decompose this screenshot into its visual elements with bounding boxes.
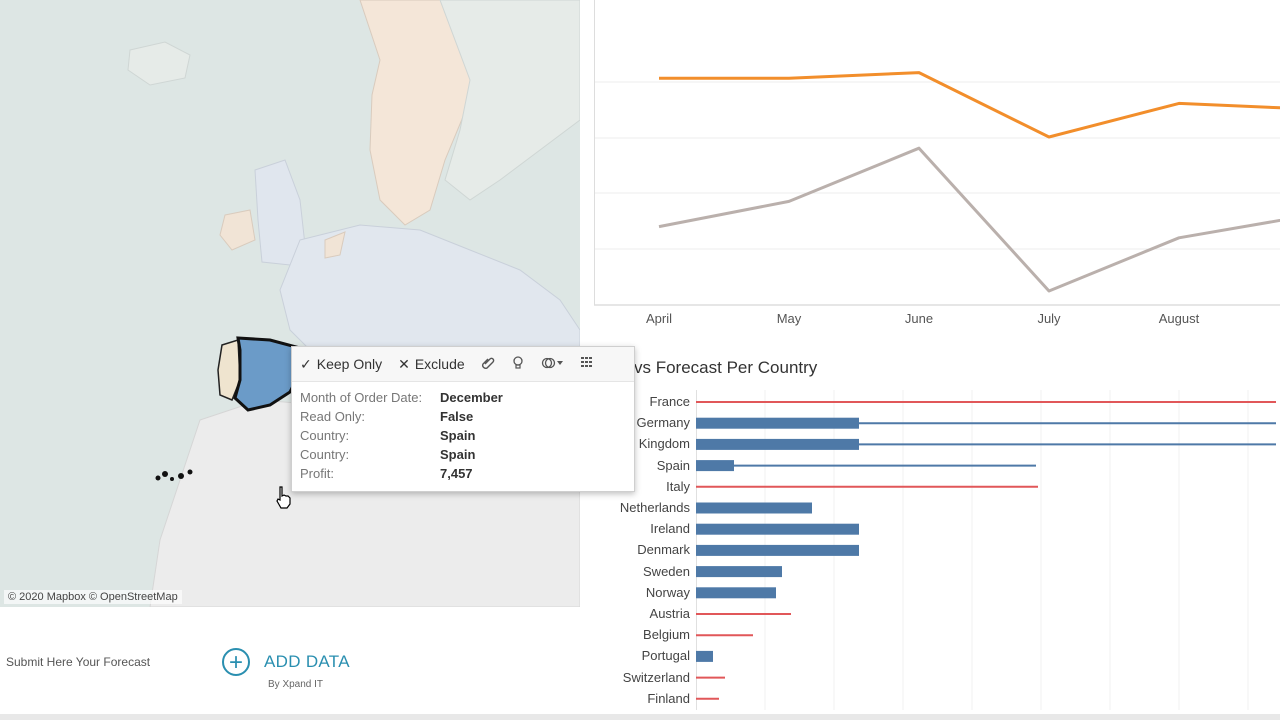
- country-label: Belgium: [643, 627, 690, 643]
- country-label: Portugal: [641, 648, 690, 664]
- country-label: Denmark: [637, 542, 690, 558]
- month-tick-label: August: [1158, 311, 1200, 326]
- lightbulb-icon[interactable]: [511, 355, 525, 373]
- exclude-button[interactable]: ✕ Exclude: [398, 356, 465, 373]
- country-label: Germany: [636, 415, 690, 431]
- tooltip: ✓ Keep Only ✕ Exclude Month of Order Dat…: [291, 346, 635, 492]
- add-data-byline: By Xpand IT: [268, 679, 324, 690]
- tooltip-key: Profit:: [300, 466, 334, 481]
- hand-cursor-icon: [275, 485, 293, 514]
- tooltip-rows: Month of Order Date: December Read Only: F…: [292, 382, 634, 483]
- group-icon[interactable]: [541, 356, 565, 373]
- grid-icon[interactable]: [580, 356, 595, 372]
- tooltip-toolbar: ✓ Keep Only ✕ Exclude: [292, 347, 634, 382]
- map-canary-islands[interactable]: [155, 469, 193, 482]
- paperclip-icon[interactable]: [481, 356, 495, 373]
- tooltip-row: Read Only: False: [300, 407, 634, 426]
- tooltip-key: Country:: [300, 428, 350, 443]
- tooltip-value: Spain: [440, 428, 476, 443]
- bar: [696, 566, 782, 578]
- month-tick-label: May: [776, 311, 802, 326]
- check-icon: ✓: [300, 355, 312, 372]
- keep-only-label: Keep Only: [316, 356, 383, 372]
- series-line: [659, 71, 1280, 139]
- map-attribution: © 2020 Mapbox © OpenStreetMap: [4, 590, 182, 604]
- map-country-ireland[interactable]: [219, 209, 256, 251]
- bar-chart: [696, 390, 1276, 710]
- map-country-netherlands[interactable]: [324, 231, 346, 259]
- map-canvas[interactable]: [0, 0, 580, 607]
- tooltip-key: Country:: [300, 447, 350, 462]
- bottom-tab-strip: [0, 714, 1280, 720]
- submit-forecast-label: Submit Here Your Forecast: [6, 655, 151, 669]
- bar-chart-title: vs Forecast Per Country: [634, 358, 818, 377]
- country-label: Italy: [666, 478, 690, 494]
- line-chart-panel: [594, 0, 1280, 330]
- tooltip-value: False: [440, 409, 474, 424]
- add-data-label: ADD DATA: [264, 652, 350, 671]
- close-icon: ✕: [398, 355, 410, 372]
- tooltip-row: Country: Spain: [300, 445, 634, 464]
- country-label: Spain: [656, 457, 690, 473]
- country-label: Switzerland: [622, 669, 690, 685]
- country-label: Finland: [647, 690, 690, 706]
- tooltip-key: Month of Order Date:: [300, 390, 423, 405]
- bar: [696, 544, 859, 556]
- month-tick-label: April: [645, 311, 673, 326]
- series-line: [658, 146, 1280, 293]
- map-country-finland[interactable]: [439, 0, 580, 201]
- keep-only-button[interactable]: ✓ Keep Only: [300, 356, 382, 373]
- map-view[interactable]: © 2020 Mapbox © OpenStreetMap: [0, 0, 580, 607]
- bar: [696, 650, 713, 662]
- plus-circle-icon: +: [222, 648, 250, 676]
- add-data-button[interactable]: + ADD DATA: [222, 648, 350, 676]
- month-tick-label: June: [904, 311, 934, 326]
- country-label: France: [649, 394, 690, 409]
- bar: [696, 502, 812, 514]
- tooltip-value: December: [440, 390, 503, 405]
- tooltip-value: Spain: [440, 447, 476, 462]
- country-label: Netherlands: [619, 500, 690, 515]
- bar: [696, 417, 859, 429]
- exclude-label: Exclude: [414, 356, 465, 372]
- month-tick-label: July: [1037, 311, 1061, 326]
- country-label: Kingdom: [638, 436, 690, 452]
- tooltip-row: Month of Order Date: December: [300, 388, 634, 407]
- country-label: Austria: [649, 606, 690, 621]
- country-label: Norway: [645, 584, 690, 600]
- map-country-iceland[interactable]: [127, 41, 191, 86]
- line-chart: [594, 0, 1280, 306]
- country-label: Ireland: [650, 521, 690, 537]
- bar: [696, 460, 734, 472]
- tooltip-row: Country: Spain: [300, 426, 634, 445]
- country-label: Sweden: [643, 563, 690, 579]
- tooltip-value: 7,457: [440, 466, 473, 481]
- bar: [696, 438, 859, 450]
- map-country-spain[interactable]: [233, 336, 302, 412]
- bar: [696, 523, 859, 535]
- tooltip-key: Read Only:: [300, 409, 366, 424]
- bar: [696, 587, 776, 599]
- tooltip-row: Profit: 7,457: [300, 464, 634, 483]
